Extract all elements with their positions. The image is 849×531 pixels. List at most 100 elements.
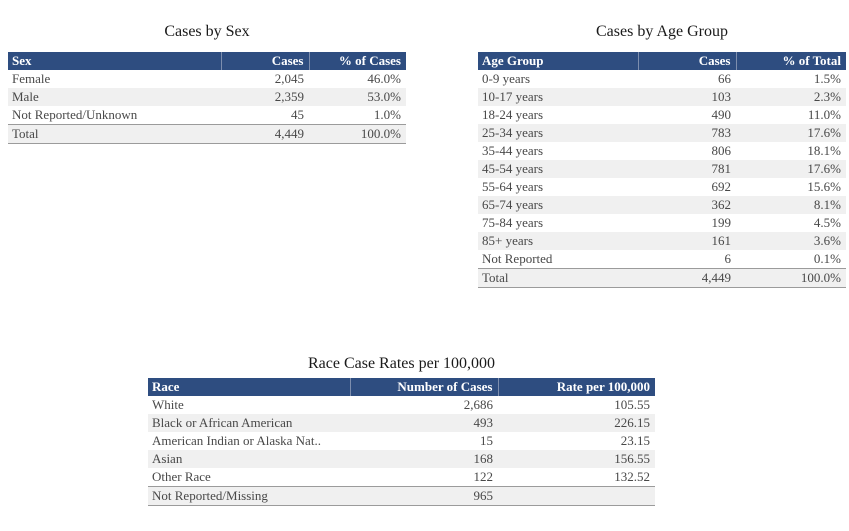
table-race-case-rates: Race Number of Cases Rate per 100,000 White… xyxy=(148,378,655,506)
cell[interactable]: 0-9 years xyxy=(482,71,531,86)
table-cases-by-age-group: Age Group Cases% of Total 0-9 years 66 1.5% 1… xyxy=(478,52,846,288)
cell[interactable]: Black or African American xyxy=(152,415,293,430)
cell[interactable]: 1.0% xyxy=(373,107,401,122)
column-header[interactable]: Age Group xyxy=(478,52,638,70)
cell[interactable]: White xyxy=(152,397,184,412)
cell[interactable]: 2,045 xyxy=(274,71,304,86)
cell[interactable]: 75-84 years xyxy=(482,215,544,230)
cell[interactable]: 65-74 years xyxy=(482,197,544,212)
column-header[interactable]: Sex xyxy=(8,52,221,70)
table-row: 35-44 years 806 18.1% xyxy=(478,142,846,160)
cell[interactable]: 3.6% xyxy=(813,233,841,248)
table-row: Not Reported/Missing 965 xyxy=(148,486,655,506)
cell[interactable]: 23.15 xyxy=(620,433,650,448)
table-row: 45-54 years 781 17.6% xyxy=(478,160,846,178)
cell[interactable]: Asian xyxy=(152,451,183,466)
header-row: Age Group Cases% of Total xyxy=(478,52,846,70)
cell[interactable]: 15 xyxy=(480,433,493,448)
cell[interactable]: 35-44 years xyxy=(482,143,544,158)
column-header[interactable]: % of Cases xyxy=(308,52,406,70)
table-row: 0-9 years 66 1.5% xyxy=(478,70,846,88)
section-cases-by-age-group: Cases by Age Group Age Group Cases% of To… xyxy=(478,22,846,288)
table-row: 75-84 years 199 4.5% xyxy=(478,214,846,232)
cell[interactable]: Not Reported/Unknown xyxy=(12,107,138,122)
cell[interactable]: 8.1% xyxy=(813,197,841,212)
cell[interactable]: 199 xyxy=(711,215,732,230)
cell[interactable]: 100.0% xyxy=(309,124,406,144)
cell[interactable]: 156.55 xyxy=(614,451,650,466)
cell[interactable]: 10-17 years xyxy=(482,89,544,104)
cell[interactable]: 18-24 years xyxy=(482,107,544,122)
cell[interactable]: Female xyxy=(12,71,51,86)
cell[interactable]: 2,686 xyxy=(463,397,493,412)
cell[interactable]: 17.6% xyxy=(807,161,841,176)
table-row: Total 4,449 100.0% xyxy=(478,268,846,288)
cell[interactable]: 806 xyxy=(711,143,732,158)
cell[interactable]: 226.15 xyxy=(614,415,650,430)
section-race-case-rates: Race Case Rates per 100,000 Race Number o… xyxy=(148,354,655,506)
cell[interactable]: 100.0% xyxy=(736,268,846,288)
table-row: 25-34 years 783 17.6% xyxy=(478,124,846,142)
cell[interactable]: 965 xyxy=(350,486,498,506)
cell[interactable]: 2.3% xyxy=(813,89,841,104)
table-row: Female 2,045 46.0% xyxy=(8,70,406,88)
cell[interactable]: 168 xyxy=(473,451,494,466)
cell[interactable]: 362 xyxy=(711,197,732,212)
cell[interactable]: 4,449 xyxy=(638,268,736,288)
cell[interactable] xyxy=(498,486,655,506)
column-header[interactable]: Rate per 100,000 xyxy=(497,378,655,396)
table-row: 65-74 years 362 8.1% xyxy=(478,196,846,214)
cell[interactable]: Total xyxy=(8,124,221,144)
cell[interactable]: 2,359 xyxy=(274,89,304,104)
cell[interactable]: 85+ years xyxy=(482,233,534,248)
column-header[interactable]: % of Total xyxy=(735,52,846,70)
table-row: 10-17 years 103 2.3% xyxy=(478,88,846,106)
cell[interactable]: 692 xyxy=(711,179,732,194)
cell[interactable]: 122 xyxy=(473,469,494,484)
table-row: Not Reported/Unknown 45 1.0% xyxy=(8,106,406,125)
cell[interactable]: 783 xyxy=(711,125,732,140)
cell[interactable]: 493 xyxy=(473,415,494,430)
cell[interactable]: 53.0% xyxy=(367,89,401,104)
cell[interactable]: Male xyxy=(12,89,39,104)
cell[interactable]: 132.52 xyxy=(614,469,650,484)
cell[interactable]: 6 xyxy=(724,251,732,266)
cell[interactable]: 1.5% xyxy=(813,71,841,86)
cell[interactable]: 18.1% xyxy=(807,143,841,158)
cell[interactable]: 17.6% xyxy=(807,125,841,140)
cell[interactable]: 161 xyxy=(711,233,732,248)
cell[interactable]: 105.55 xyxy=(614,397,650,412)
cell[interactable]: 103 xyxy=(711,89,732,104)
table-row: 55-64 years 692 15.6% xyxy=(478,178,846,196)
table-row: American Indian or Alaska Nat.. 15 23.15 xyxy=(148,432,655,450)
cell[interactable]: 15.6% xyxy=(807,179,841,194)
cell[interactable]: 45 xyxy=(291,107,304,122)
table-row: Other Race 122 132.52 xyxy=(148,468,655,487)
table-row: Male 2,359 53.0% xyxy=(8,88,406,106)
cell[interactable]: Not Reported xyxy=(482,251,553,266)
column-header[interactable]: Cases xyxy=(220,52,309,70)
table-row: 18-24 years 490 11.0% xyxy=(478,106,846,124)
table-row: Black or African American 493 226.15 xyxy=(148,414,655,432)
cell[interactable]: American Indian or Alaska Nat.. xyxy=(152,433,321,448)
cell[interactable]: 4,449 xyxy=(221,124,309,144)
column-header[interactable]: Cases xyxy=(637,52,736,70)
cell[interactable]: Total xyxy=(478,268,638,288)
cell[interactable]: 11.0% xyxy=(807,107,841,122)
cell[interactable]: 4.5% xyxy=(813,215,841,230)
column-header[interactable]: Number of Cases xyxy=(349,378,498,396)
cell[interactable]: 55-64 years xyxy=(482,179,544,194)
cell[interactable]: Not Reported/Missing xyxy=(148,486,350,506)
cell[interactable]: 781 xyxy=(711,161,732,176)
cell[interactable]: 0.1% xyxy=(813,251,841,266)
cell[interactable]: 25-34 years xyxy=(482,125,544,140)
cell[interactable]: 45-54 years xyxy=(482,161,544,176)
cell[interactable]: 46.0% xyxy=(367,71,401,86)
cell[interactable]: 66 xyxy=(718,71,731,86)
cell[interactable]: Other Race xyxy=(152,469,211,484)
table-row: White 2,686 105.55 xyxy=(148,396,655,414)
column-header[interactable]: Race xyxy=(148,378,350,396)
cell[interactable]: 490 xyxy=(711,107,732,122)
table-title-cases-by-age-group: Cases by Age Group xyxy=(596,23,728,40)
table-cases-by-sex: Sex Cases% of Cases Female 2,045 46.0% Male 2,… xyxy=(8,52,406,144)
